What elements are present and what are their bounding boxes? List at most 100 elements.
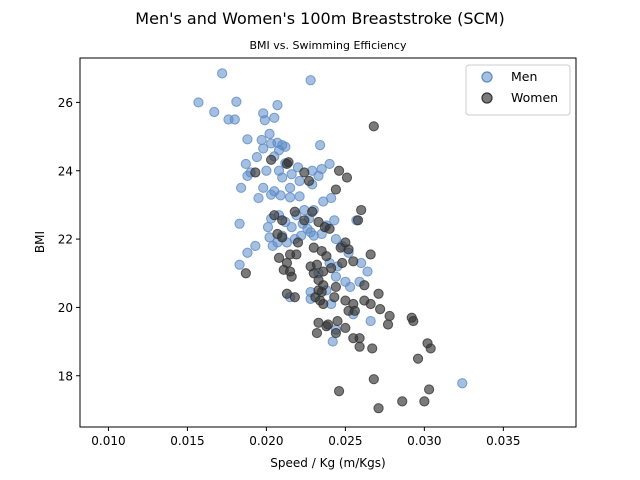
point-men-33 — [284, 182, 296, 193]
x-axis-label: Speed / Kg (m/Kgs) — [270, 456, 385, 470]
point-men-6 — [305, 75, 316, 86]
x-tick-label: 0.035 — [486, 434, 520, 448]
point-women-88 — [373, 403, 384, 414]
point-women-72 — [332, 315, 343, 327]
y-tick-label: 26 — [58, 96, 73, 110]
point-women-67 — [408, 315, 419, 327]
point-men-75 — [330, 233, 341, 245]
y-tick-label: 20 — [58, 301, 73, 315]
point-men-5 — [229, 114, 240, 125]
point-men-72 — [242, 247, 253, 258]
point-women-87 — [419, 396, 430, 407]
point-men-40 — [294, 191, 305, 202]
legend-marker-women — [481, 92, 493, 104]
point-women-54 — [318, 298, 329, 310]
point-women-44 — [308, 268, 319, 279]
point-women-6 — [341, 172, 353, 183]
point-women-4 — [250, 167, 261, 178]
point-women-12 — [269, 210, 280, 221]
point-women-63 — [349, 305, 360, 316]
point-men-36 — [253, 192, 264, 204]
point-women-56 — [289, 292, 300, 303]
y-tick-label: 22 — [58, 233, 73, 247]
y-tick-label: 18 — [58, 369, 73, 383]
point-women-42 — [286, 271, 297, 282]
point-women-9 — [330, 184, 341, 195]
point-men-98 — [457, 378, 468, 389]
point-men-10 — [259, 115, 270, 126]
point-men-39 — [284, 192, 296, 203]
point-men-27 — [286, 169, 297, 180]
point-men-38 — [275, 190, 286, 201]
point-women-28 — [343, 244, 354, 255]
point-men-20 — [251, 151, 263, 163]
point-women-3 — [281, 158, 293, 170]
point-men-9 — [269, 112, 280, 123]
point-men-49 — [234, 218, 245, 229]
point-men-11 — [264, 128, 275, 139]
point-women-11 — [289, 206, 300, 217]
point-women-68 — [382, 319, 394, 330]
point-women-74 — [311, 327, 323, 339]
chart-subtitle: BMI vs. Swimming Efficiency — [250, 39, 407, 52]
point-women-86 — [397, 396, 408, 407]
point-women-37 — [326, 263, 337, 274]
point-men-50 — [262, 222, 274, 233]
point-men-13 — [256, 134, 267, 146]
point-men-97 — [365, 315, 376, 327]
point-men-67 — [329, 215, 340, 226]
point-women-8 — [303, 175, 315, 187]
point-women-49 — [330, 281, 341, 293]
x-tick-label: 0.030 — [407, 434, 441, 448]
point-women-60 — [365, 298, 376, 310]
point-men-2 — [231, 96, 242, 107]
chart-title: Men's and Women's 100m Breaststroke (SCM… — [135, 9, 504, 28]
point-women-0 — [368, 121, 379, 132]
point-women-22 — [292, 237, 304, 248]
x-tick-label: 0.015 — [170, 434, 204, 448]
point-women-14 — [299, 215, 310, 226]
point-women-13 — [277, 215, 288, 226]
point-women-31 — [291, 249, 302, 260]
point-women-39 — [348, 256, 359, 267]
point-women-79 — [367, 343, 378, 354]
point-men-41 — [315, 140, 326, 151]
point-men-48 — [318, 196, 329, 207]
y-axis: 18 20 22 24 26 — [58, 96, 80, 383]
point-men-23 — [240, 158, 251, 170]
point-men-12 — [242, 134, 253, 145]
legend-label-women: Women — [511, 90, 558, 105]
point-men-37 — [266, 189, 277, 200]
point-women-25 — [321, 251, 332, 262]
point-women-61 — [373, 288, 384, 299]
point-men-8 — [272, 100, 283, 111]
y-tick-label: 24 — [58, 164, 73, 178]
point-women-77 — [354, 333, 365, 344]
point-women-38 — [337, 257, 348, 269]
point-women-43 — [240, 268, 251, 279]
x-axis: 0.010 0.015 0.020 0.025 0.030 0.035 — [91, 427, 521, 448]
x-tick-label: 0.020 — [249, 434, 283, 448]
point-women-78 — [354, 341, 365, 352]
point-men-3 — [209, 106, 220, 118]
point-men-31 — [236, 182, 247, 193]
point-women-10 — [356, 204, 367, 216]
y-axis-label: BMI — [33, 231, 47, 253]
point-women-84 — [333, 386, 345, 397]
x-tick-label: 0.025 — [328, 434, 362, 448]
point-women-85 — [424, 384, 435, 395]
point-men-34 — [294, 175, 305, 187]
point-women-71 — [321, 321, 332, 332]
point-women-50 — [359, 280, 370, 291]
point-women-1 — [266, 154, 277, 165]
point-men-28 — [277, 172, 288, 183]
point-women-32 — [273, 252, 285, 263]
legend-marker-men — [481, 71, 493, 83]
point-men-85 — [330, 271, 341, 282]
point-women-65 — [384, 310, 395, 322]
point-men-71 — [250, 240, 261, 252]
point-men-30 — [258, 182, 269, 193]
x-tick-label: 0.010 — [91, 434, 125, 448]
point-men-44 — [324, 158, 335, 170]
point-women-21 — [277, 232, 288, 243]
